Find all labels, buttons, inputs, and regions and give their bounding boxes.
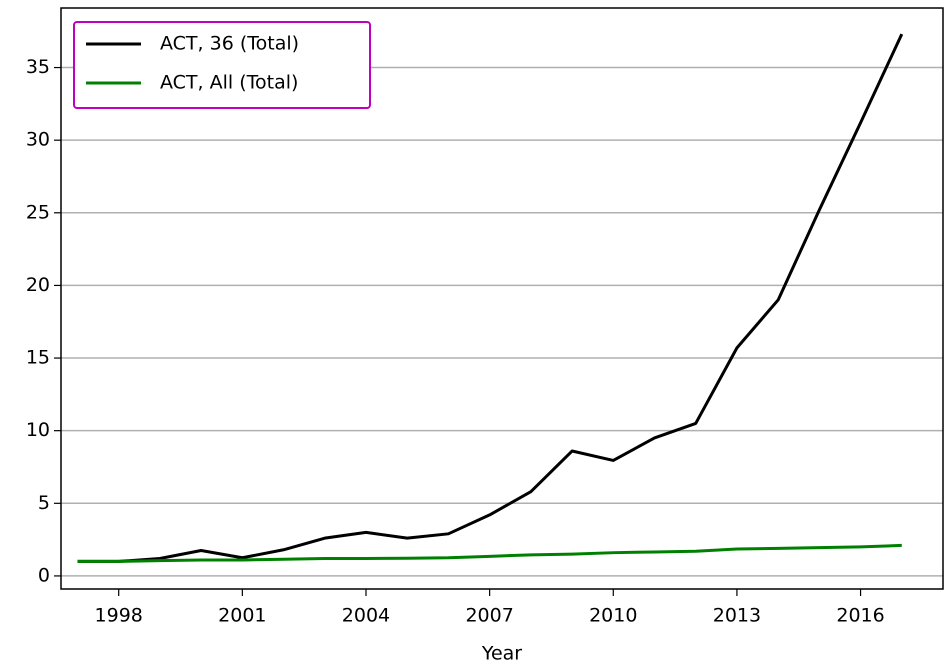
y-tick-label: 35: [26, 56, 50, 78]
y-tick-label: 10: [26, 419, 50, 441]
legend-label: ACT, All (Total): [160, 72, 298, 94]
x-tick-label: 2016: [836, 605, 884, 627]
legend-box: [73, 21, 371, 109]
x-tick-label: 2013: [713, 605, 761, 627]
plot-frame: [60, 7, 944, 590]
series-line: [77, 543, 902, 563]
x-tick-label: 2007: [465, 605, 513, 627]
series-line: [77, 33, 904, 563]
x-tick-label: 2001: [218, 605, 266, 627]
y-tick-label: 15: [26, 347, 50, 369]
x-tick-label: 2004: [342, 605, 390, 627]
x-tick-label: 2010: [589, 605, 637, 627]
y-tick-label: 20: [26, 274, 50, 296]
x-tick-label: 1998: [95, 605, 143, 627]
y-tick-label: 25: [26, 201, 50, 223]
y-tick-label: 30: [26, 129, 50, 151]
x-axis-label: Year: [481, 643, 522, 665]
legend-label: ACT, 36 (Total): [160, 33, 299, 55]
y-tick-label: 5: [38, 492, 50, 514]
y-tick-label: 0: [38, 564, 50, 586]
